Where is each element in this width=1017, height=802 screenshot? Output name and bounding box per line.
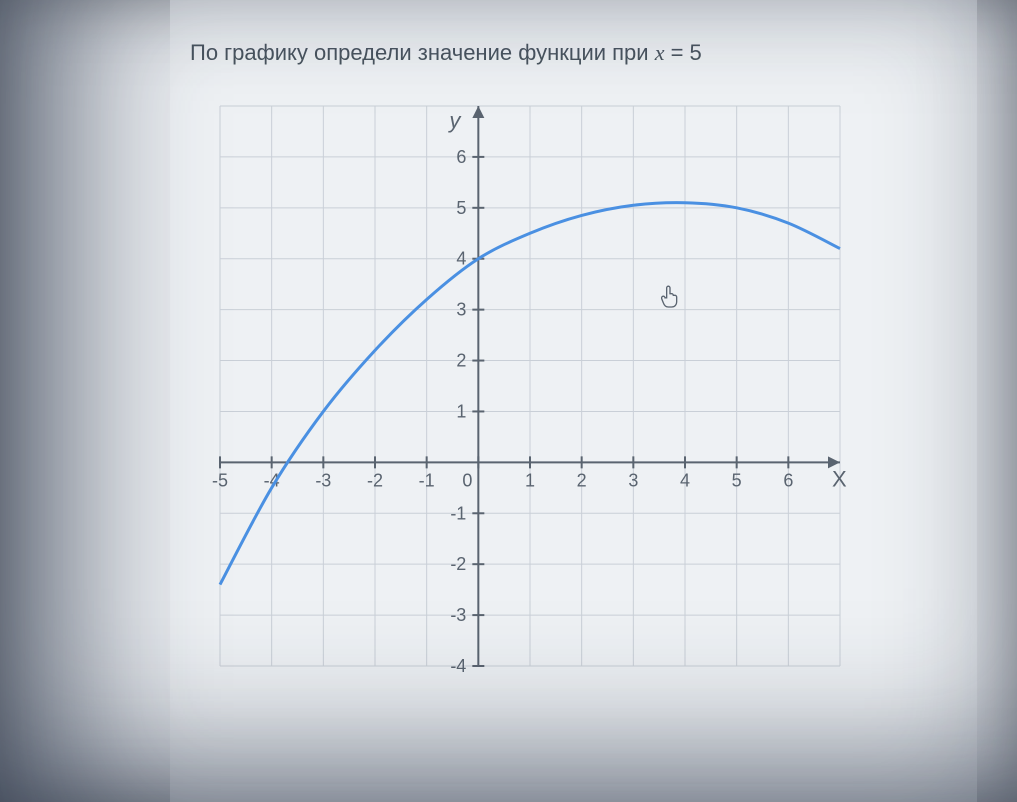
svg-text:-3: -3: [315, 470, 331, 490]
svg-text:3: 3: [456, 300, 466, 320]
question-var: x: [655, 40, 665, 65]
svg-text:X: X: [832, 466, 847, 491]
question-text: По графику определи значение функции при…: [190, 40, 967, 66]
svg-text:0: 0: [462, 470, 472, 490]
svg-text:-2: -2: [367, 470, 383, 490]
page-background: По графику определи значение функции при…: [0, 0, 1017, 802]
question-value: 5: [690, 40, 702, 65]
chart-svg: -5-4-3-2-10123456-4-3-2-1123456Xy: [200, 96, 850, 676]
svg-text:2: 2: [456, 351, 466, 371]
svg-text:-3: -3: [450, 605, 466, 625]
svg-text:-4: -4: [450, 656, 466, 676]
question-prefix: По графику определи значение функции при: [190, 40, 655, 65]
svg-text:4: 4: [456, 249, 466, 269]
svg-text:-1: -1: [419, 470, 435, 490]
content-panel: По графику определи значение функции при…: [170, 0, 977, 802]
svg-text:6: 6: [456, 147, 466, 167]
question-eq: =: [664, 40, 689, 65]
svg-text:3: 3: [628, 470, 638, 490]
svg-text:-2: -2: [450, 554, 466, 574]
svg-text:4: 4: [680, 470, 690, 490]
svg-text:-1: -1: [450, 503, 466, 523]
chart-container: -5-4-3-2-10123456-4-3-2-1123456Xy: [200, 96, 850, 676]
svg-text:5: 5: [732, 470, 742, 490]
svg-text:-5: -5: [212, 470, 228, 490]
svg-text:1: 1: [456, 401, 466, 421]
svg-text:2: 2: [577, 470, 587, 490]
svg-text:5: 5: [456, 198, 466, 218]
svg-text:y: y: [447, 108, 462, 133]
svg-text:1: 1: [525, 470, 535, 490]
svg-text:6: 6: [783, 470, 793, 490]
